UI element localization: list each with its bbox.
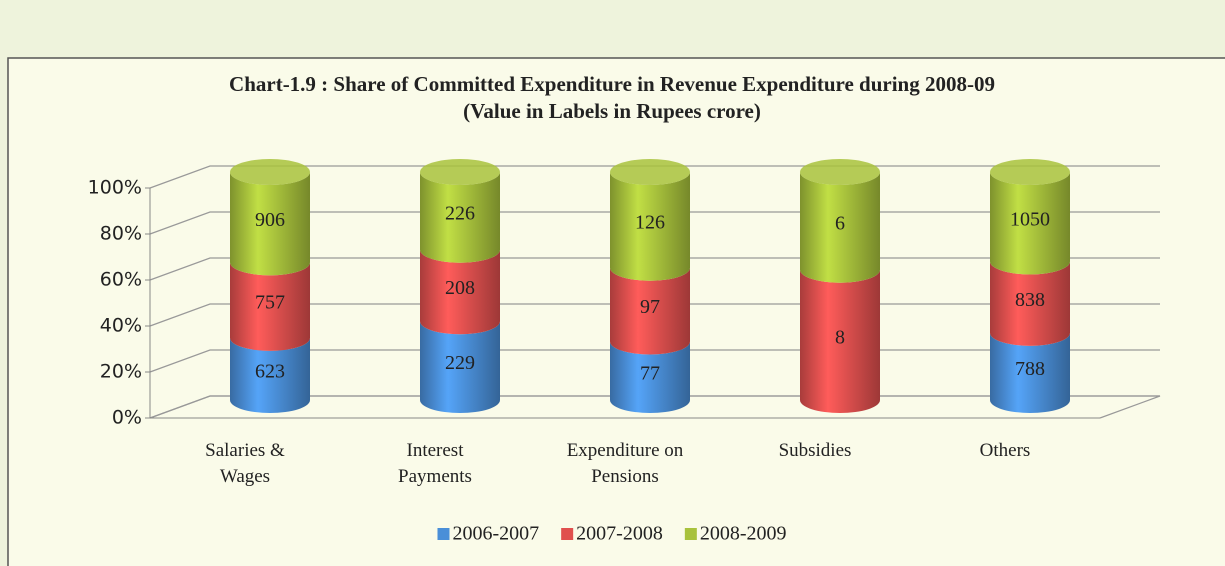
bar-segment [610, 267, 690, 355]
data-label: 8 [835, 326, 845, 348]
y-tick-label: 0% [112, 407, 142, 429]
legend-label: 2006-2007 [452, 523, 539, 545]
data-label: 757 [255, 292, 285, 314]
legend-label: 2007-2008 [576, 523, 663, 545]
y-tick-label: 100% [88, 177, 142, 199]
data-label: 226 [445, 202, 475, 224]
data-label: 838 [1015, 289, 1045, 311]
legend: 2006-2007 2007-2008 2008-2009 [437, 523, 787, 545]
bar-segment [990, 261, 1070, 346]
chart-subtitle: (Value in Labels in Rupees crore) [463, 99, 761, 123]
data-label: 906 [255, 209, 285, 231]
data-label: 6 [835, 212, 845, 234]
x-tick-label: Salaries & Wages [205, 440, 285, 487]
y-tick-label: 40% [100, 315, 142, 337]
data-label: 126 [635, 211, 665, 233]
bar-segment [610, 172, 690, 281]
bar-top [420, 159, 500, 185]
legend-swatch [684, 528, 697, 540]
bar-segment [230, 337, 310, 413]
data-label: 97 [640, 296, 660, 318]
bar-segment [420, 172, 500, 263]
bar-segment [420, 249, 500, 335]
bar-segment [800, 269, 880, 413]
data-label: 1050 [1010, 208, 1050, 230]
bar-segment [990, 172, 1070, 275]
legend-swatch [561, 528, 574, 540]
bar-top [800, 159, 880, 185]
chart-title: Chart-1.9 : Share of Committed Expenditu… [229, 72, 995, 96]
bar-segment [230, 172, 310, 276]
bar-top [230, 159, 310, 185]
x-tick-label: Expenditure on Pensions [567, 440, 684, 487]
legend-swatch [437, 528, 450, 540]
bar-segment [990, 332, 1070, 413]
y-tick-label: 20% [100, 361, 142, 383]
y-tick-label: 80% [100, 223, 142, 245]
y-tick-label: 60% [100, 269, 142, 291]
x-tick-label: Interest Payments [398, 440, 472, 487]
x-tick-label: Subsidies [779, 440, 852, 461]
x-tick-label: Others [980, 440, 1031, 461]
data-label: 788 [1015, 358, 1045, 380]
bar-segment [800, 172, 880, 283]
data-label: 208 [445, 277, 475, 299]
bar-segment [230, 262, 310, 351]
data-label: 623 [255, 361, 285, 383]
bar-segment [420, 321, 500, 413]
bar-segment [610, 341, 690, 413]
data-label: 229 [445, 352, 475, 374]
data-label: 77 [640, 362, 660, 384]
legend-label: 2008-2009 [700, 523, 787, 545]
bar-top [990, 159, 1070, 185]
bar-top [610, 159, 690, 185]
